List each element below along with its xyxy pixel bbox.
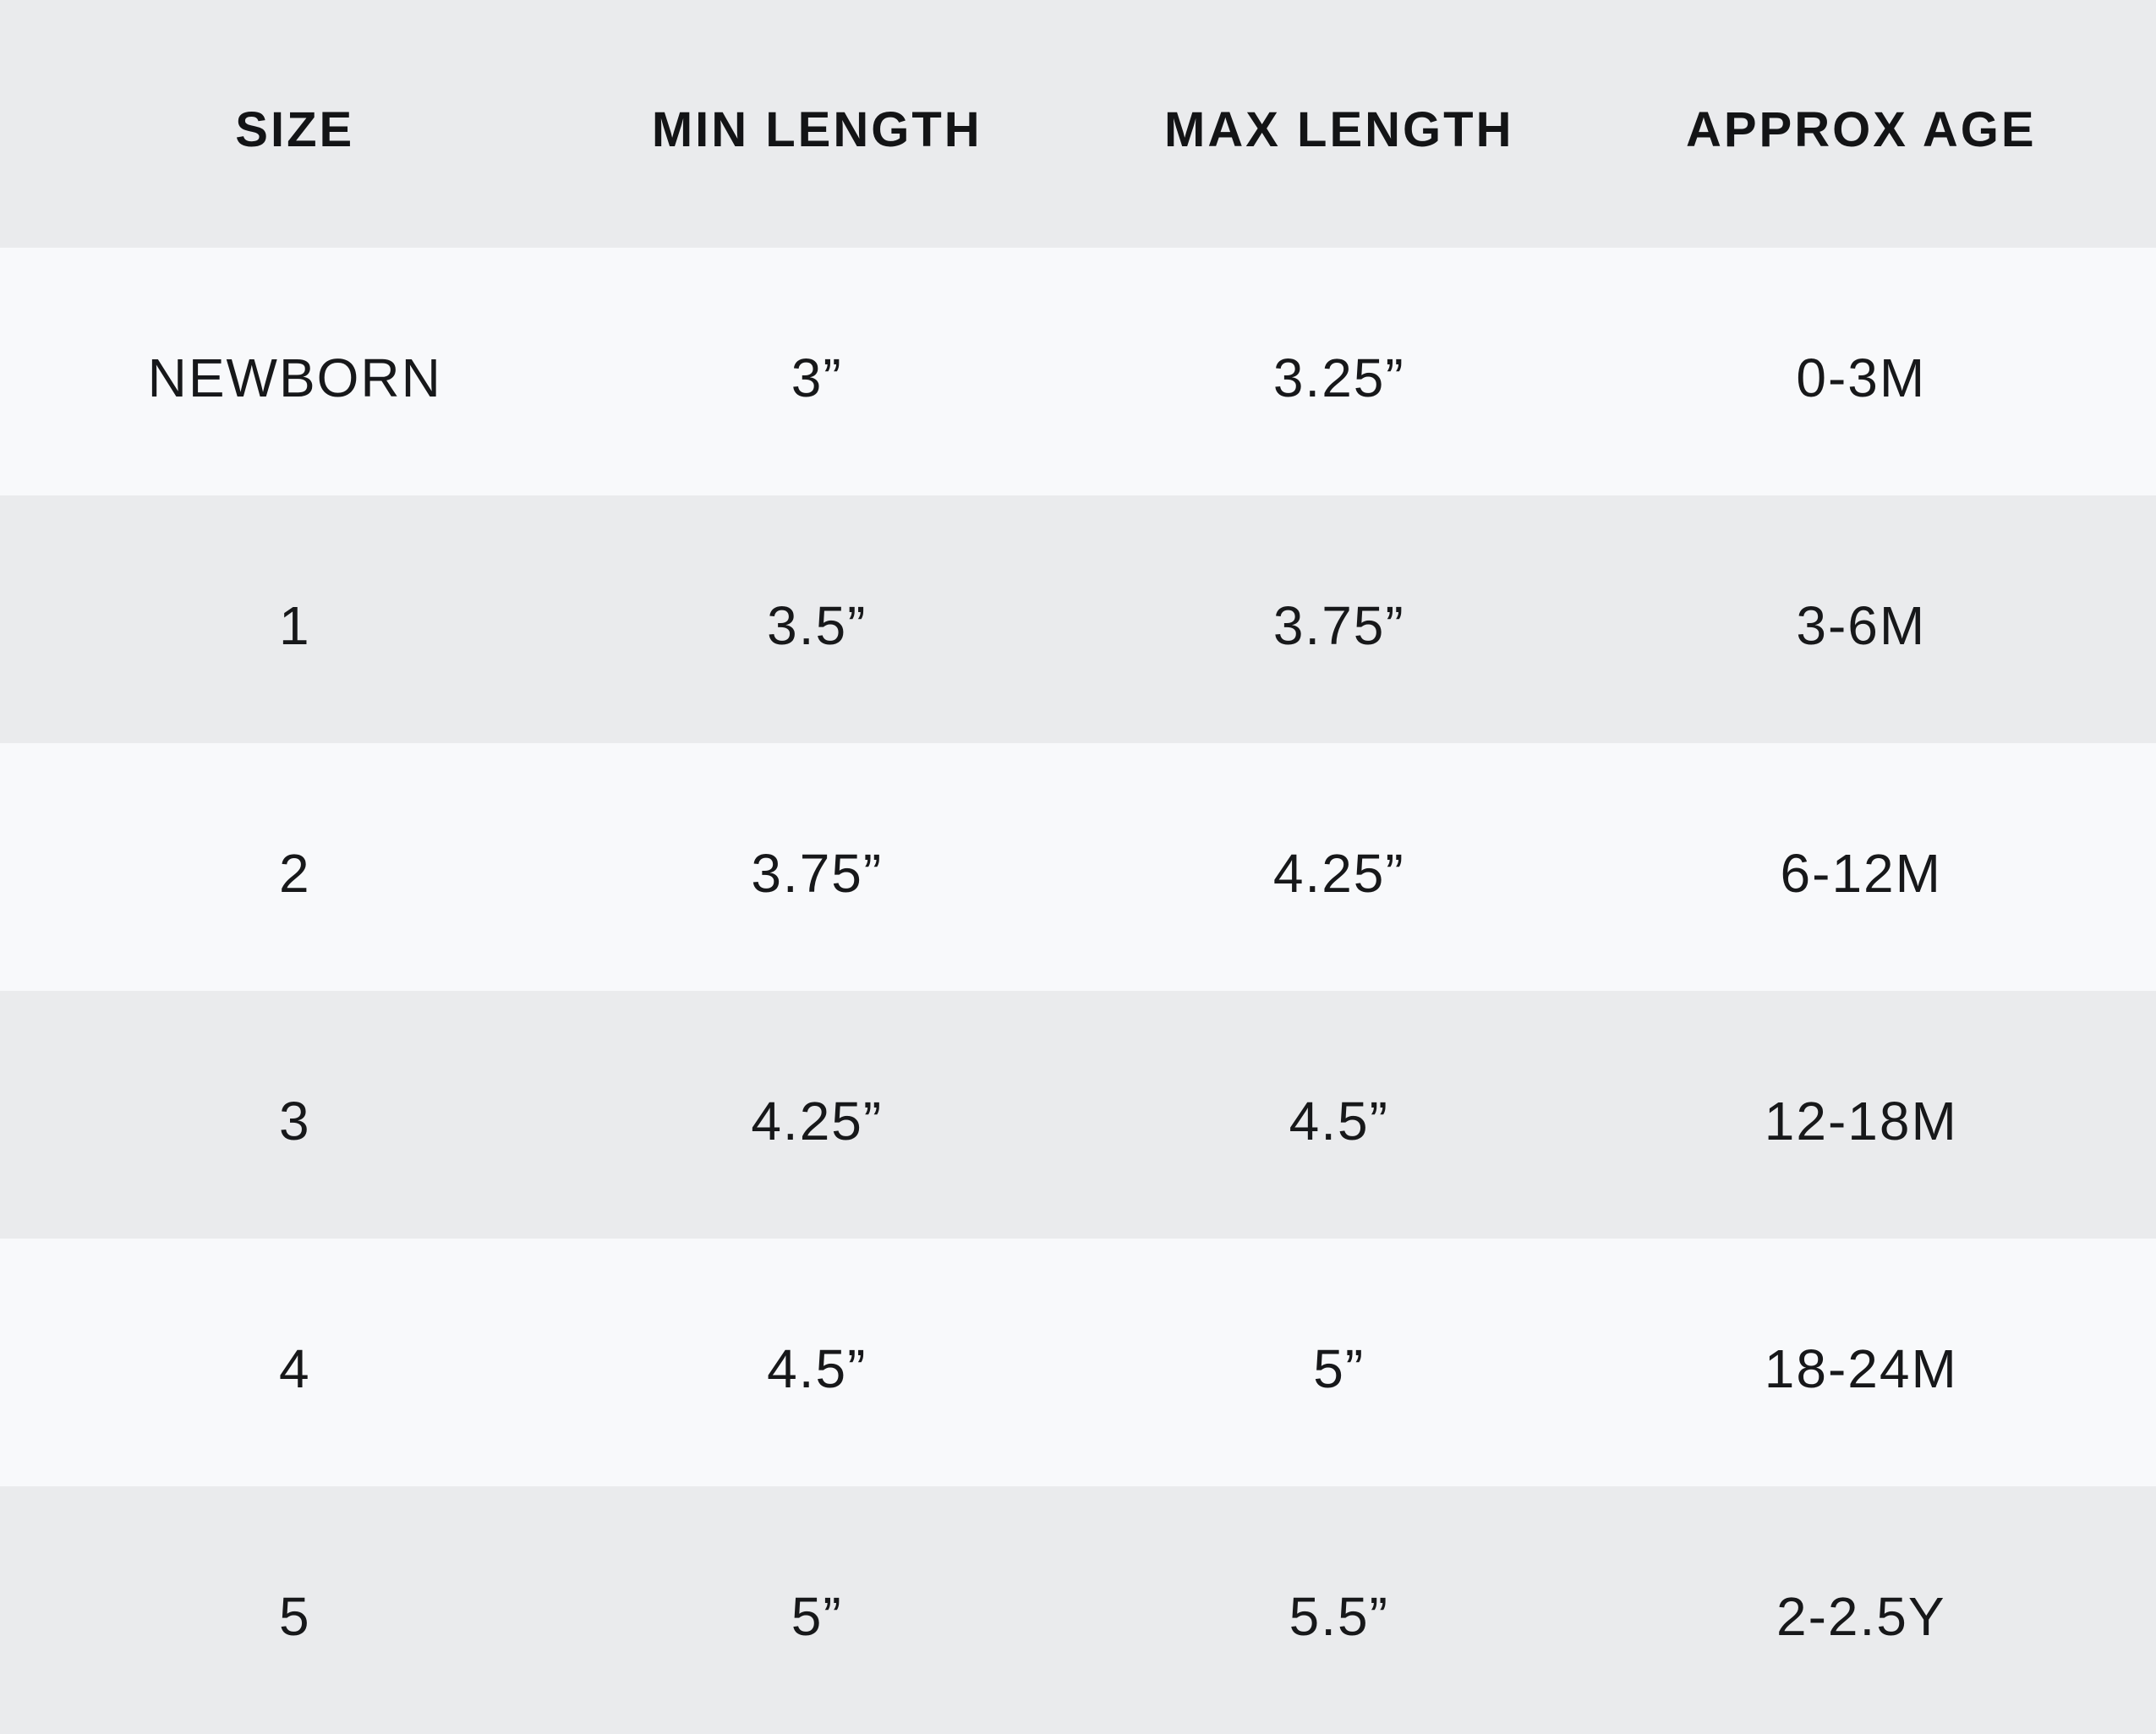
cell-min-length: 3.75” — [751, 842, 884, 904]
cell-min-length: 4.5” — [767, 1337, 867, 1399]
cell-approx-age: 2-2.5Y — [1776, 1585, 1946, 1647]
column-header-min-length: MIN LENGTH — [651, 102, 982, 157]
table-row-size-1: 1 3.5” 3.75” 3-6M — [0, 495, 2156, 743]
table-row-size-3: 3 4.25” 4.5” 12-18M — [0, 991, 2156, 1239]
cell-min-length: 4.25” — [751, 1090, 884, 1151]
cell-max-length: 4.25” — [1272, 842, 1405, 904]
cell-approx-age: 3-6M — [1796, 594, 1927, 656]
cell-approx-age: 6-12M — [1780, 842, 1942, 904]
table-header-row: SIZE MIN LENGTH MAX LENGTH APPROX AGE — [0, 0, 2156, 248]
cell-max-length: 5” — [1313, 1337, 1365, 1399]
table-row-size-2: 2 3.75” 4.25” 6-12M — [0, 743, 2156, 991]
cell-size: 2 — [278, 842, 311, 904]
cell-size: NEWBORN — [147, 347, 442, 408]
cell-min-length: 3” — [791, 347, 843, 408]
column-header-approx-age: APPROX AGE — [1685, 102, 2037, 157]
cell-max-length: 3.75” — [1272, 594, 1405, 656]
cell-min-length: 3.5” — [767, 594, 867, 656]
cell-min-length: 5” — [791, 1585, 843, 1647]
cell-size: 1 — [278, 594, 311, 656]
cell-size: 3 — [278, 1090, 311, 1151]
cell-approx-age: 0-3M — [1796, 347, 1927, 408]
cell-size: 5 — [278, 1585, 311, 1647]
table-row-size-4: 4 4.5” 5” 18-24M — [0, 1239, 2156, 1486]
cell-max-length: 3.25” — [1272, 347, 1405, 408]
table-row-size-5: 5 5” 5.5” 2-2.5Y — [0, 1486, 2156, 1734]
column-header-max-length: MAX LENGTH — [1164, 102, 1514, 157]
table-row-newborn: NEWBORN 3” 3.25” 0-3M — [0, 248, 2156, 495]
cell-size: 4 — [278, 1337, 311, 1399]
column-header-size: SIZE — [235, 102, 355, 157]
cell-max-length: 5.5” — [1289, 1585, 1389, 1647]
cell-max-length: 4.5” — [1289, 1090, 1389, 1151]
cell-approx-age: 18-24M — [1764, 1337, 1958, 1399]
cell-approx-age: 12-18M — [1764, 1090, 1958, 1151]
